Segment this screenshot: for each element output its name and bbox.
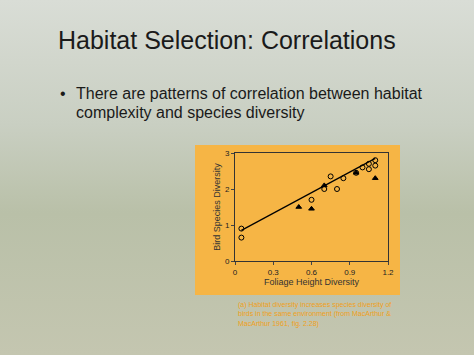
svg-text:3: 3 [225,149,230,158]
svg-text:0.6: 0.6 [306,268,318,277]
svg-text:0: 0 [225,257,230,266]
svg-text:Foliage Height Diversity: Foliage Height Diversity [264,277,360,287]
svg-text:1.2: 1.2 [382,268,394,277]
html-text:(a) Habitat diversity increase: (a) Habitat diversity increases species … [238,301,392,327]
svg-text:2: 2 [225,185,230,194]
html-text:There are patterns of correlat: There are patterns of correlation betwee… [76,85,422,122]
svg-text:0.9: 0.9 [344,268,356,277]
svg-text:1: 1 [225,221,230,230]
svg-text:0.3: 0.3 [268,268,280,277]
html-text:Habitat Selection: Correlation: Habitat Selection: Correlations [58,26,396,54]
svg-text:Bird Species Diversity: Bird Species Diversity [212,163,222,251]
svg-text:0: 0 [233,268,238,277]
